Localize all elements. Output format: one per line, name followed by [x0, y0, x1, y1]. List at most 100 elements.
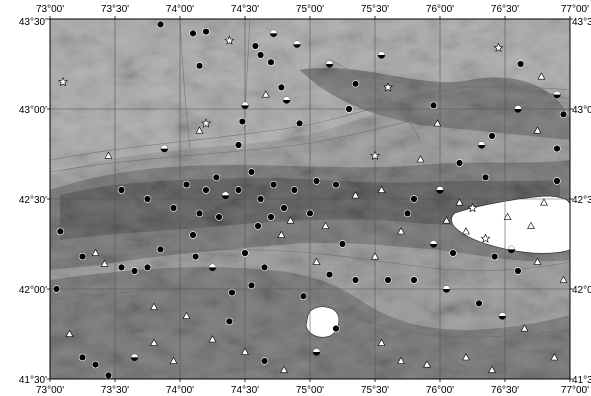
filled-circle-marker — [403, 209, 412, 218]
filled-circle-marker — [490, 252, 499, 261]
latitude-label: 43°0 — [572, 105, 591, 116]
open-triangle-marker — [520, 324, 529, 332]
half-filled-circle-marker — [208, 263, 217, 272]
filled-circle-marker — [267, 58, 275, 66]
filled-circle-marker — [234, 186, 243, 194]
longitude-label: 76°30' — [491, 385, 519, 396]
open-triangle-marker — [241, 347, 249, 355]
open-triangle-marker — [537, 72, 546, 80]
open-triangle-marker — [433, 119, 442, 127]
longitude-label: 75°30' — [361, 4, 389, 15]
open-triangle-marker — [312, 257, 321, 265]
filled-circle-marker — [241, 249, 249, 257]
filled-circle-marker — [247, 168, 256, 176]
open-triangle-marker — [559, 275, 568, 283]
latitude-label: 42°30' — [19, 195, 47, 206]
filled-circle-marker — [202, 186, 210, 194]
longitude-label: 74°30' — [231, 4, 259, 15]
filled-circle-marker — [345, 105, 353, 113]
open-triangle-marker — [377, 338, 386, 346]
latitude-label: 42°3 — [572, 195, 591, 206]
open-star-marker — [201, 118, 211, 128]
open-star-marker — [493, 42, 504, 52]
open-triangle-marker — [277, 230, 286, 238]
filled-circle-marker — [78, 252, 87, 261]
filled-circle-marker — [251, 42, 260, 50]
open-triangle-marker — [540, 198, 548, 206]
lake — [451, 195, 570, 254]
open-triangle-marker — [527, 221, 535, 229]
filled-circle-marker — [516, 60, 525, 68]
filled-circle-marker — [143, 195, 152, 203]
open-triangle-marker — [455, 198, 464, 206]
lake — [305, 306, 340, 338]
filled-circle-marker — [475, 299, 483, 308]
filled-circle-marker — [191, 252, 200, 261]
open-triangle-marker — [261, 90, 270, 98]
filled-circle-marker — [260, 263, 269, 272]
filled-circle-marker — [481, 173, 490, 182]
filled-circle-marker — [91, 360, 100, 369]
open-triangle-marker — [423, 360, 431, 368]
latitude-label: 43°30' — [19, 17, 47, 28]
longitude-label: 75°00' — [296, 4, 324, 15]
open-triangle-marker — [397, 227, 405, 235]
latitude-label: 42°00' — [19, 285, 47, 296]
longitude-label: 75°00' — [296, 385, 324, 396]
open-star-marker — [383, 82, 393, 92]
filled-circle-marker — [269, 180, 278, 189]
open-triangle-marker — [100, 259, 109, 267]
filled-circle-marker — [410, 276, 418, 284]
longitude-labels-top: 73°00' 73°30' 74°00' 74°30' 75°00' 75°30' 76°0… — [36, 4, 589, 15]
filled-circle-marker — [553, 177, 561, 185]
filled-circle-marker — [429, 101, 438, 110]
open-triangle-marker — [488, 365, 496, 373]
open-triangle-marker — [150, 302, 158, 310]
open-triangle-marker — [286, 216, 295, 224]
filled-circle-marker — [410, 195, 418, 203]
open-star-marker — [480, 233, 491, 243]
longitude-label: 76°00' — [426, 4, 454, 15]
filled-circle-marker — [254, 222, 262, 230]
filled-circle-marker — [351, 80, 360, 88]
filled-circle-marker — [234, 141, 243, 149]
half-filled-circle-marker — [429, 240, 438, 248]
open-triangle-marker — [169, 356, 178, 364]
filled-circle-marker — [212, 173, 221, 182]
half-filled-circle-marker — [477, 141, 486, 149]
filled-circle-marker — [169, 204, 178, 212]
open-triangle-marker — [503, 212, 512, 220]
filled-circle-marker — [256, 51, 265, 59]
half-filled-circle-marker — [312, 348, 321, 356]
longitude-label: 76°00' — [426, 385, 454, 396]
open-triangle-marker — [351, 191, 360, 199]
open-triangle-marker — [195, 126, 204, 134]
filled-circle-marker — [52, 285, 61, 293]
filled-circle-marker — [338, 240, 347, 248]
half-filled-circle-marker — [553, 90, 561, 99]
filled-circle-marker — [325, 270, 334, 279]
half-filled-circle-marker — [498, 312, 507, 320]
open-triangle-marker — [550, 353, 559, 361]
contour-lines — [50, 19, 570, 338]
half-filled-circle-marker — [282, 96, 291, 104]
filled-circle-marker — [312, 177, 321, 185]
half-filled-circle-marker — [269, 29, 278, 38]
filled-circle-marker — [277, 83, 286, 92]
filled-circle-marker — [449, 249, 457, 257]
half-filled-circle-marker — [221, 191, 230, 200]
filled-circle-marker — [238, 117, 247, 126]
latitude-labels-left: 43°30' 43°00' 42°30' 42°00' 41°30' — [19, 17, 47, 386]
open-triangle-marker — [462, 227, 470, 235]
longitude-label: 74°00' — [166, 4, 194, 15]
filled-circle-marker — [195, 209, 204, 218]
open-triangle-marker — [104, 151, 113, 159]
filled-circle-marker — [514, 267, 522, 275]
open-triangle-marker — [377, 185, 386, 193]
half-filled-circle-marker — [241, 101, 249, 110]
filled-circle-marker — [351, 276, 360, 284]
longitude-label: 76°30' — [491, 4, 519, 15]
longitude-label: 73°00' — [36, 4, 64, 15]
filled-circle-marker — [455, 159, 464, 167]
